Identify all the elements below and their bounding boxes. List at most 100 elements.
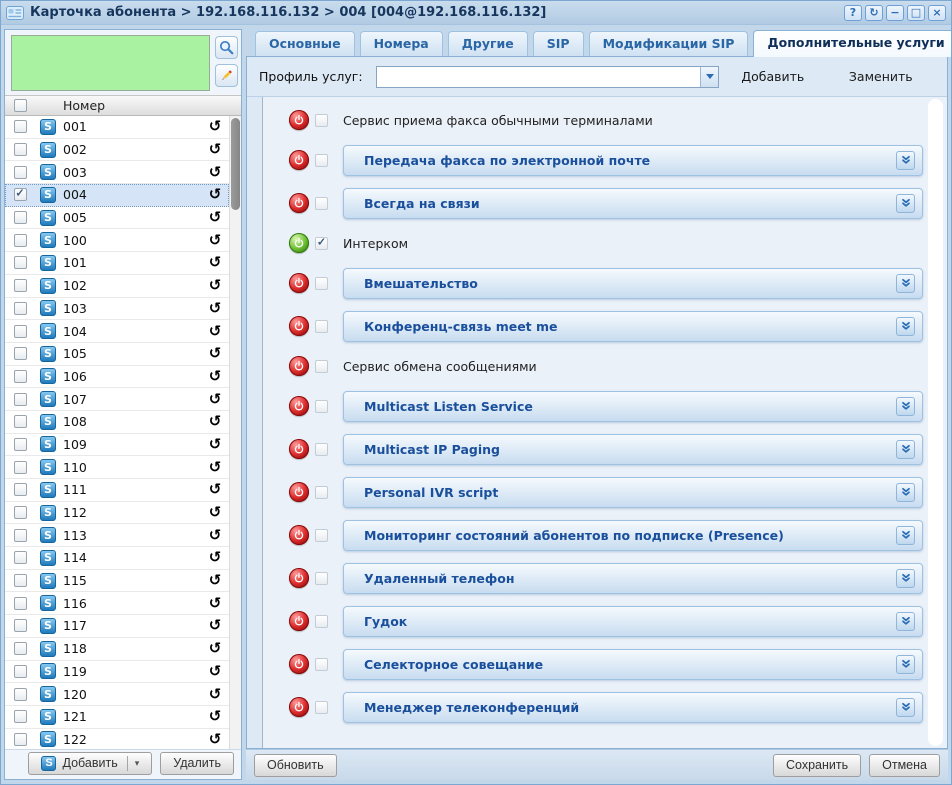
history-icon[interactable]: ↺: [208, 616, 222, 635]
service-checkbox[interactable]: [315, 399, 328, 413]
service-panel-header[interactable]: Вмешательство: [343, 267, 923, 299]
service-checkbox[interactable]: [315, 700, 328, 714]
history-icon[interactable]: ↺: [208, 457, 222, 476]
service-panel-header[interactable]: Менеджер телеконференций: [343, 691, 923, 723]
subscriber-row[interactable]: S 100 ↺: [5, 229, 229, 253]
power-icon[interactable]: [289, 273, 309, 293]
sidebar-scrollbar-thumb[interactable]: [231, 118, 240, 210]
history-icon[interactable]: ↺: [208, 208, 222, 227]
power-icon[interactable]: [289, 482, 309, 502]
history-icon[interactable]: ↺: [208, 321, 222, 340]
row-checkbox[interactable]: [13, 324, 27, 338]
edit-button[interactable]: [214, 64, 238, 87]
row-checkbox[interactable]: [13, 687, 27, 701]
row-checkbox[interactable]: [13, 188, 27, 202]
expand-button[interactable]: [896, 316, 915, 336]
history-icon[interactable]: ↺: [208, 117, 222, 136]
subscriber-row[interactable]: S 113 ↺: [5, 524, 229, 548]
subscriber-row[interactable]: S 121 ↺: [5, 706, 229, 729]
subscriber-row[interactable]: S 116 ↺: [5, 592, 229, 616]
search-button[interactable]: [214, 36, 238, 59]
service-panel-header[interactable]: Удаленный телефон: [343, 562, 923, 594]
service-panel-header[interactable]: Селекторное совещание: [343, 648, 923, 680]
service-panel-header[interactable]: Personal IVR script: [343, 476, 923, 508]
service-checkbox[interactable]: [315, 276, 328, 290]
service-panel-header[interactable]: Передача факса по электронной почте: [343, 144, 923, 176]
history-icon[interactable]: ↺: [208, 298, 222, 317]
tab[interactable]: SIP: [532, 31, 584, 56]
sidebar-scrollbar[interactable]: [229, 116, 241, 749]
window-control-button[interactable]: ?: [844, 4, 862, 21]
history-icon[interactable]: ↺: [208, 140, 222, 159]
history-icon[interactable]: ↺: [208, 729, 222, 748]
power-icon[interactable]: [289, 316, 309, 336]
power-icon[interactable]: [289, 611, 309, 631]
history-icon[interactable]: ↺: [208, 503, 222, 522]
expand-button[interactable]: [896, 482, 915, 502]
subscriber-row[interactable]: S 112 ↺: [5, 502, 229, 525]
row-checkbox[interactable]: [13, 732, 27, 746]
history-icon[interactable]: ↺: [208, 230, 222, 249]
service-panel-header[interactable]: Конференц-связь meet me: [343, 310, 923, 342]
save-button[interactable]: Сохранить: [773, 753, 862, 777]
row-checkbox[interactable]: [13, 415, 27, 429]
expand-button[interactable]: [896, 439, 915, 459]
power-icon[interactable]: [289, 568, 309, 588]
power-icon[interactable]: [289, 150, 309, 170]
main-scrollbar[interactable]: [928, 99, 943, 746]
profile-add-button[interactable]: Добавить: [741, 69, 805, 84]
expand-button[interactable]: [896, 193, 915, 213]
tab[interactable]: Дополнительные услуги: [753, 30, 951, 57]
service-checkbox[interactable]: [315, 196, 328, 210]
subscriber-row[interactable]: S 106 ↺: [5, 366, 229, 389]
subscriber-row[interactable]: S 105 ↺: [5, 343, 229, 366]
power-icon[interactable]: [289, 110, 309, 130]
service-panel-header[interactable]: Мониторинг состояний абонентов по подпис…: [343, 519, 923, 551]
history-icon[interactable]: ↺: [208, 707, 222, 726]
power-icon[interactable]: [289, 396, 309, 416]
row-checkbox[interactable]: [13, 551, 27, 565]
expand-button[interactable]: [896, 396, 915, 416]
window-control-button[interactable]: −: [886, 4, 904, 21]
refresh-button[interactable]: Обновить: [254, 753, 337, 777]
service-checkbox[interactable]: [315, 528, 328, 542]
history-icon[interactable]: ↺: [208, 162, 222, 181]
row-checkbox[interactable]: [13, 165, 27, 179]
subscriber-row[interactable]: S 109 ↺: [5, 434, 229, 457]
history-icon[interactable]: ↺: [208, 525, 222, 544]
row-checkbox[interactable]: [13, 301, 27, 315]
service-checkbox[interactable]: [315, 153, 328, 167]
row-checkbox[interactable]: [13, 211, 27, 225]
history-icon[interactable]: ↺: [208, 253, 222, 272]
power-icon[interactable]: [289, 193, 309, 213]
subscriber-row[interactable]: S 115 ↺: [5, 570, 229, 593]
row-checkbox[interactable]: [13, 369, 27, 383]
subscriber-row[interactable]: S 117 ↺: [5, 615, 229, 638]
history-icon[interactable]: ↺: [208, 639, 222, 658]
service-checkbox[interactable]: [315, 236, 328, 250]
history-icon[interactable]: ↺: [208, 389, 222, 408]
history-icon[interactable]: ↺: [208, 344, 222, 363]
expand-button[interactable]: [896, 525, 915, 545]
delete-subscriber-button[interactable]: Удалить: [160, 751, 234, 775]
service-checkbox[interactable]: [315, 442, 328, 456]
service-checkbox[interactable]: [315, 113, 328, 127]
service-checkbox[interactable]: [315, 485, 328, 499]
history-icon[interactable]: ↺: [208, 412, 222, 431]
history-icon[interactable]: ↺: [208, 480, 222, 499]
service-panel-header[interactable]: Гудок: [343, 605, 923, 637]
row-checkbox[interactable]: [13, 574, 27, 588]
subscriber-row[interactable]: S 001 ↺: [5, 116, 229, 139]
chevron-down-icon[interactable]: ▾: [134, 757, 140, 768]
window-control-button[interactable]: □: [907, 4, 925, 21]
row-checkbox[interactable]: [13, 664, 27, 678]
history-icon[interactable]: ↺: [208, 593, 222, 612]
subscriber-row[interactable]: S 122 ↺: [5, 729, 229, 749]
subscriber-row[interactable]: S 120 ↺: [5, 683, 229, 706]
history-icon[interactable]: ↺: [208, 571, 222, 590]
row-checkbox[interactable]: [13, 256, 27, 270]
subscriber-row[interactable]: S 005 ↺: [5, 207, 229, 230]
row-checkbox[interactable]: [13, 279, 27, 293]
history-icon[interactable]: ↺: [208, 434, 222, 453]
service-panel-header[interactable]: Multicast IP Paging: [343, 433, 923, 465]
